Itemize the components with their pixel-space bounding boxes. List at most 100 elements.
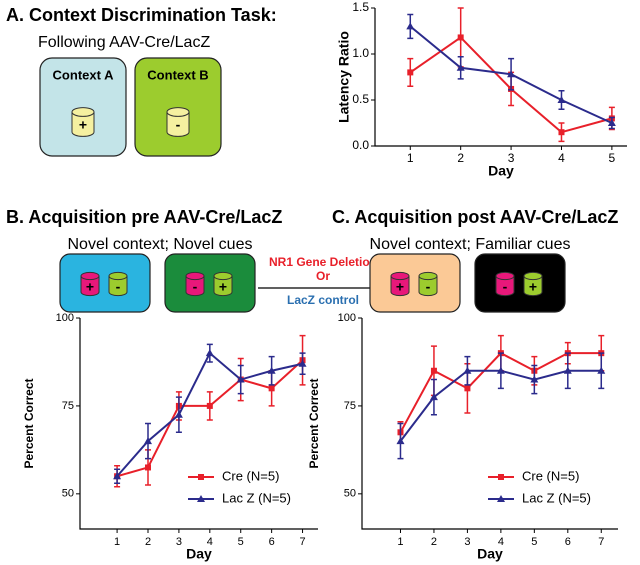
x-tick-label: 7 (299, 536, 305, 548)
cue-sign: + (79, 117, 87, 133)
legend-label: Lac Z (N=5) (522, 490, 591, 505)
cue-sign: - (193, 279, 198, 295)
cylinder-top (80, 271, 100, 281)
x-axis-label: Day (488, 163, 514, 179)
cue-sign: - (116, 279, 121, 295)
x-tick-label: 4 (207, 536, 213, 548)
axis (361, 318, 618, 530)
x-tick-label: 1 (397, 536, 403, 548)
x-tick-label: 5 (531, 536, 537, 548)
marker (464, 385, 471, 392)
x-axis-label: Day (477, 546, 503, 562)
panel-subtitle: Following AAV-Cre/LacZ (38, 34, 210, 51)
marker (268, 385, 275, 392)
x-tick-label: 3 (508, 151, 515, 165)
x-tick-label: 1 (114, 536, 120, 548)
cylinder (185, 276, 205, 297)
x-tick-label: 1 (407, 151, 414, 165)
panel-title: B. Acquisition pre AAV-Cre/LacZ (6, 207, 282, 227)
y-axis-label: Percent Correct (307, 378, 321, 468)
context-label: Context A (53, 67, 115, 82)
marker (197, 495, 205, 502)
marker (406, 22, 415, 30)
cylinder-top (418, 271, 438, 281)
marker (507, 70, 516, 78)
panel-title: A. Context Discrimination Task: (6, 5, 277, 25)
marker (557, 96, 566, 103)
cue-sign: + (219, 279, 227, 295)
marker (498, 474, 504, 480)
marker (429, 393, 438, 401)
cylinder-top (108, 271, 128, 281)
marker (113, 472, 122, 480)
y-tick-label: 50 (344, 488, 356, 500)
marker (144, 437, 152, 445)
marker (198, 474, 204, 480)
cue-sign: + (529, 279, 537, 295)
legend-label: Lac Z (N=5) (222, 490, 291, 505)
y-tick-label: 0.5 (352, 92, 369, 106)
marker (236, 375, 245, 383)
marker (530, 375, 539, 383)
marker (496, 366, 505, 374)
manipulation-text: NR1 Gene Deletion (269, 255, 377, 269)
cue-sign: - (503, 279, 508, 295)
cylinder (495, 276, 515, 297)
x-tick-label: 7 (598, 536, 604, 548)
y-tick-label: 100 (338, 312, 356, 324)
context-box (164, 253, 256, 313)
y-axis-label: Percent Correct (22, 378, 36, 468)
cylinder-top (390, 271, 410, 281)
x-tick-label: 4 (498, 536, 504, 548)
marker (267, 366, 276, 374)
cylinder-top (213, 271, 233, 281)
cue-sign: + (86, 279, 94, 295)
panel-title: C. Acquisition post AAV-Cre/LacZ (332, 207, 618, 227)
cylinder (418, 276, 438, 297)
x-tick-label: 6 (565, 536, 571, 548)
marker (597, 366, 606, 374)
y-tick-label: 75 (62, 400, 74, 412)
x-tick-label: 2 (431, 536, 437, 548)
panel-subtitle: Novel context; Novel cues (68, 236, 253, 253)
cylinder (213, 276, 233, 297)
y-axis-label: Latency Ratio (336, 31, 352, 123)
cue-sign: - (176, 117, 181, 133)
marker (145, 464, 151, 471)
context-box (59, 253, 151, 313)
cue-sign: + (396, 279, 404, 295)
y-tick-label: 1.0 (352, 46, 369, 60)
cylinder-top (495, 271, 515, 281)
x-tick-label: 6 (269, 536, 275, 548)
x-tick-label: 5 (238, 536, 244, 548)
context-box (39, 57, 127, 157)
marker (206, 402, 213, 409)
marker (205, 349, 214, 357)
y-tick-label: 1.5 (352, 0, 369, 14)
cylinder-top (523, 271, 543, 281)
cylinder-top (166, 107, 190, 117)
cylinder-top (185, 271, 205, 281)
marker (456, 63, 465, 71)
axis (79, 318, 318, 530)
panel-subtitle: Novel context; Familiar cues (370, 236, 571, 253)
context-box (369, 253, 461, 313)
cylinder (523, 276, 543, 297)
x-tick-label: 4 (558, 151, 565, 165)
x-tick-label: 5 (609, 151, 616, 165)
x-axis-label: Day (186, 546, 212, 562)
manipulation-text: LacZ control (287, 293, 359, 307)
cylinder (108, 276, 128, 297)
manipulation-text: Or (316, 269, 330, 283)
x-tick-label: 3 (464, 536, 470, 548)
marker (457, 34, 464, 41)
marker (558, 129, 565, 136)
marker (607, 119, 616, 126)
marker (430, 367, 437, 374)
marker (497, 495, 505, 502)
x-tick-label: 3 (176, 536, 182, 548)
x-tick-label: 2 (145, 536, 151, 548)
marker (563, 366, 572, 374)
cylinder (80, 276, 100, 297)
